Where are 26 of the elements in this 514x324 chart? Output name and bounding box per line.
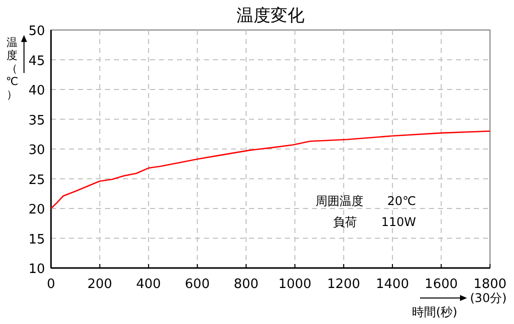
x-tick-label: 800	[234, 277, 259, 292]
x-tick-label: 1800	[473, 277, 507, 292]
x-tick-label: 1000	[278, 277, 312, 292]
annotation: 周囲温度 20℃	[315, 194, 416, 208]
chart-title: 温度変化	[236, 6, 304, 26]
x-axis-title: 時間(秒)	[412, 305, 458, 319]
y-tick-label: 30	[28, 143, 45, 158]
x-tick-label: 400	[136, 277, 161, 292]
y-tick-label: 40	[28, 84, 45, 98]
x-tick-label: 1200	[327, 277, 360, 292]
line-series	[50, 130, 491, 210]
y-tick-label: 10	[28, 262, 45, 277]
y-tick-label: 50	[28, 24, 45, 39]
y-tick-label: 25	[28, 172, 45, 188]
annotation: 負荷 110W	[333, 215, 416, 229]
y-tick-label: 45	[28, 54, 45, 69]
x-tick-label: 1600	[424, 277, 458, 292]
x-tick-label: 1400	[376, 277, 409, 292]
x-tick-label: 200	[87, 277, 112, 292]
x-tick-label: 0	[46, 277, 56, 292]
y-axis-title: 温度（℃）	[6, 36, 18, 101]
y-tick-label: 20	[28, 202, 45, 218]
x-tick-label: 600	[184, 277, 210, 292]
text: (30分)	[470, 291, 507, 305]
y-tick-label: 35	[28, 113, 45, 128]
y-tick-label: 15	[28, 232, 45, 248]
